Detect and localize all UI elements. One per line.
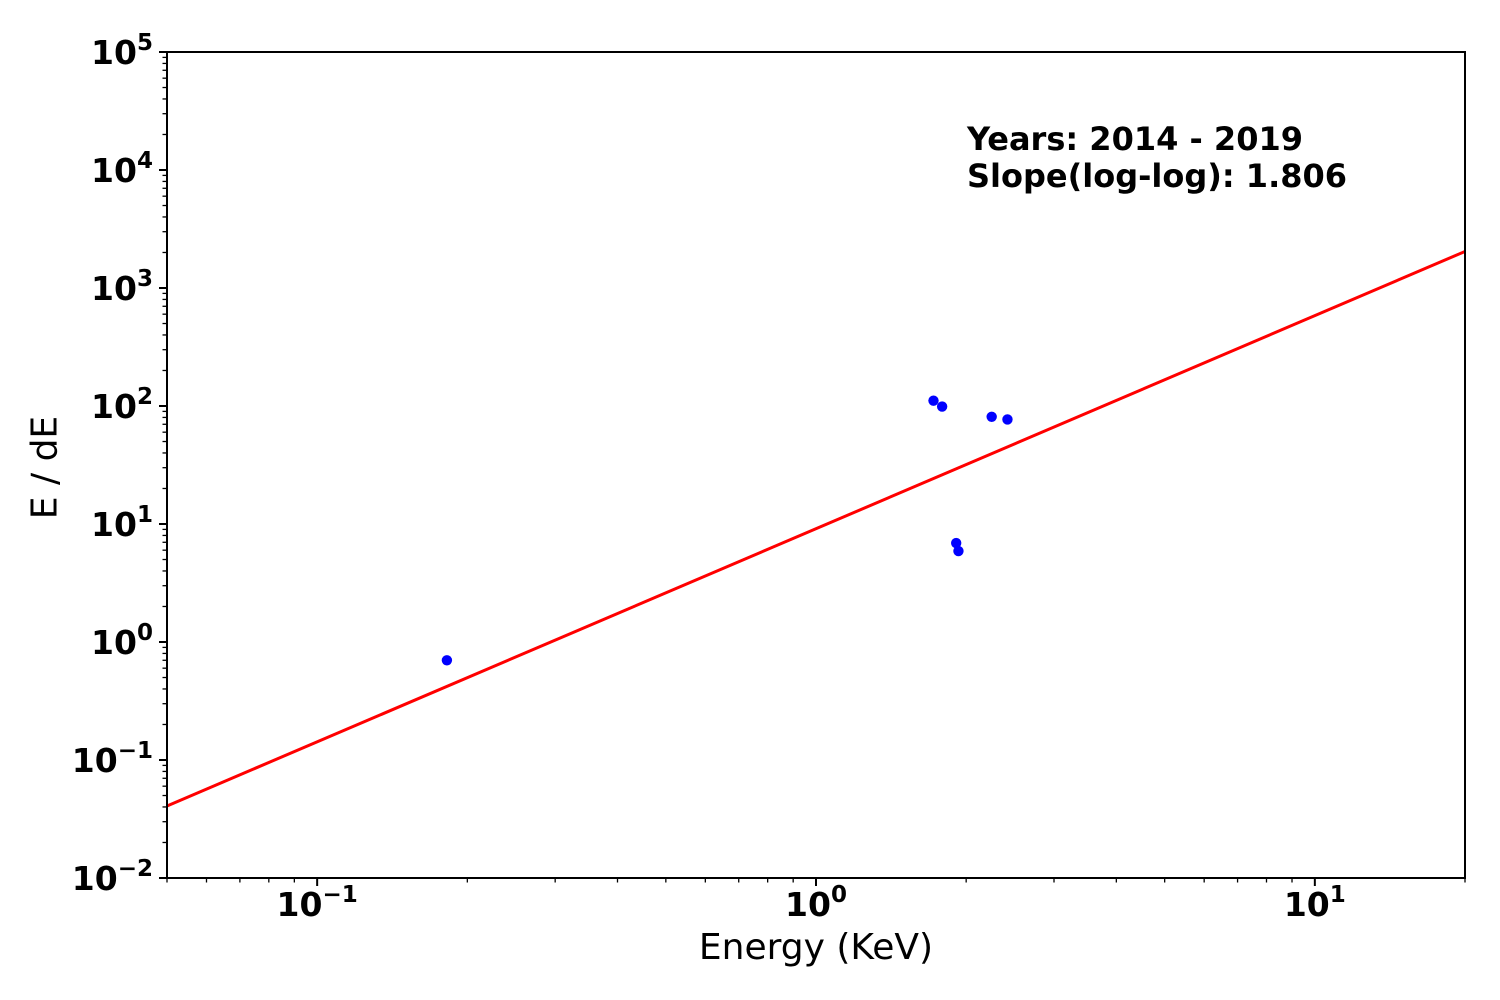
scatter-point — [950, 537, 962, 549]
scatter-point — [936, 401, 948, 412]
y-axis-label: E / dE — [24, 415, 66, 520]
x-tick-label: 100 — [785, 882, 847, 924]
annotation-years: Years: 2014 - 2019 — [967, 120, 1303, 158]
scatter-point — [1002, 414, 1013, 425]
y-tick-label: 104 — [91, 148, 153, 190]
y-tick-label: 10−1 — [72, 738, 153, 780]
x-tick-label: 10−1 — [277, 882, 358, 924]
plot-border — [166, 51, 1466, 879]
annotation: Years: 2014 - 2019 Slope(log-log): 1.806 — [967, 121, 1347, 195]
y-tick-label: 100 — [91, 620, 153, 662]
fit-line — [167, 250, 1465, 808]
y-tick-label: 102 — [91, 384, 153, 426]
scatter-point — [986, 411, 997, 422]
y-tick-label: 101 — [91, 502, 153, 544]
x-tick-label: 101 — [1284, 882, 1346, 924]
y-tick-label: 103 — [91, 266, 153, 308]
y-tick-label: 10−2 — [72, 856, 153, 898]
scatter-point — [953, 545, 964, 557]
scatter-point — [928, 395, 939, 406]
y-tick-label: 105 — [91, 30, 153, 72]
annotation-slope: Slope(log-log): 1.806 — [967, 157, 1348, 195]
x-axis-label: Energy (KeV) — [698, 927, 934, 968]
scatter-point — [441, 655, 453, 666]
